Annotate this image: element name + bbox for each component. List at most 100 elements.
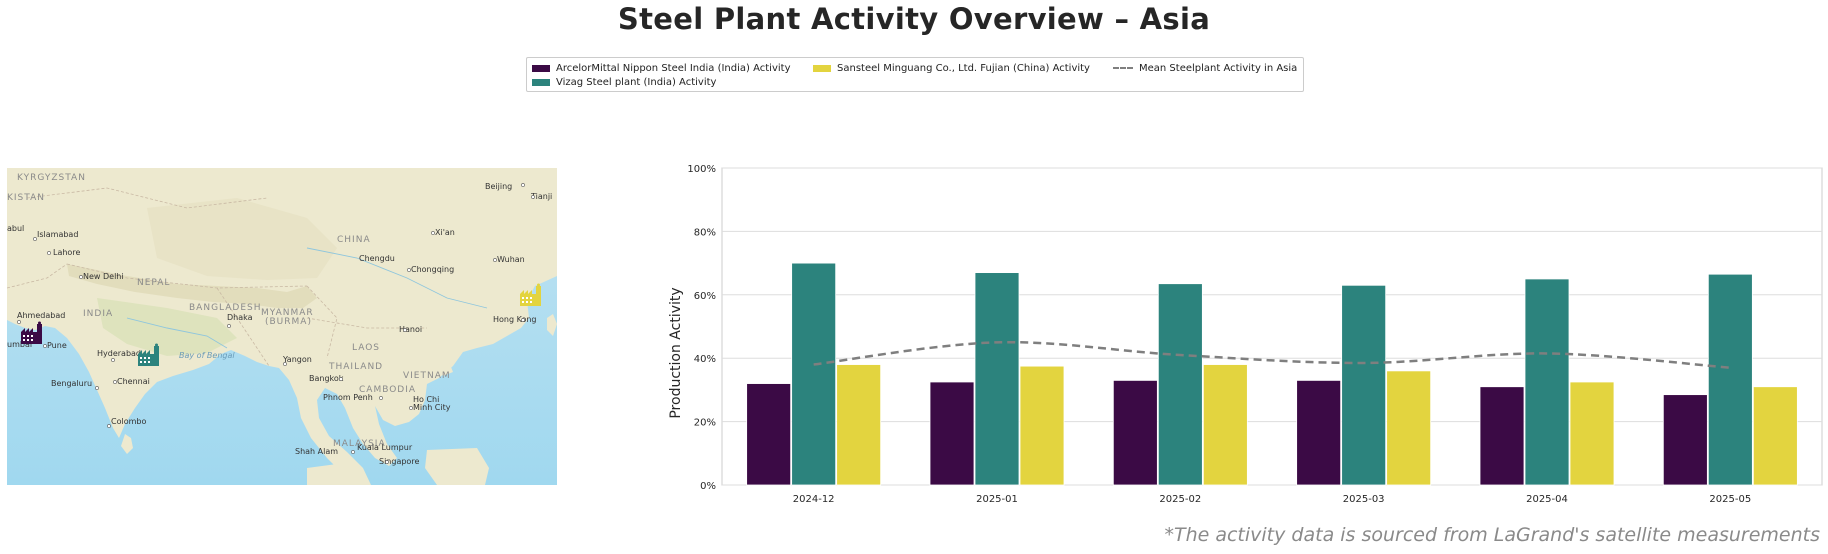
y-tick-label: 20%: [694, 418, 716, 429]
sansteel-marker: [520, 283, 541, 306]
x-tick-label: 2025-01: [976, 494, 1018, 505]
bar: [1569, 381, 1615, 486]
bar: [1752, 386, 1798, 486]
map-label-abul: abul: [7, 224, 24, 233]
y-tick-label: 100%: [687, 164, 716, 175]
map-label-new-delhi: New Delhi: [83, 272, 124, 281]
map-label-umbai: umbai: [7, 340, 32, 349]
map-label-chengdu: Chengdu: [359, 254, 395, 263]
map-label-hyderabad: Hyderabad: [97, 349, 141, 358]
map-label-shah-alam: Shah Alam: [295, 447, 338, 456]
map-label-ahmedabad: Ahmedabad: [17, 311, 65, 320]
chart-legend: ArcelorMittal Nippon Steel India (India)…: [526, 57, 1304, 92]
y-tick-label: 80%: [694, 227, 716, 238]
legend-item-sansteel: Sansteel Minguang Co., Ltd. Fujian (Chin…: [813, 61, 1090, 75]
map-label-dhaka: Dhaka: [227, 313, 253, 322]
bar: [1157, 283, 1203, 486]
factory-icon: [21, 321, 42, 344]
map-label-chennai: Chennai: [117, 377, 150, 386]
arcelormittal-marker: [21, 321, 42, 344]
factory-icon: [520, 283, 541, 306]
map-label-yangon: Yangon: [282, 355, 312, 364]
bar: [1386, 370, 1432, 486]
plot-frame: [721, 167, 1823, 486]
map-label-kistan: KISTAN: [7, 193, 45, 203]
map-label-minh-city: Minh City: [413, 403, 451, 412]
map-label-colombo: Colombo: [111, 417, 146, 426]
map-label-bangladesh: BANGLADESH: [189, 303, 262, 313]
map-label-myanmar: MYANMAR: [261, 308, 314, 318]
legend-swatch-vizag: [532, 78, 550, 86]
legend-label-mean: Mean Steelplant Activity in Asia: [1139, 62, 1298, 74]
legend-item-vizag: Vizag Steel plant (India) Activity: [532, 75, 716, 89]
legend-label-vizag: Vizag Steel plant (India) Activity: [556, 76, 717, 88]
map-label-nepal: NEPAL: [137, 278, 170, 288]
map-label-bengaluru: Bengaluru: [51, 379, 92, 388]
map-label-beijing: Beijing: [485, 182, 512, 191]
map-label-china: CHINA: [337, 235, 371, 245]
map-label-pune: Pune: [47, 341, 67, 350]
map-label-hong-kong: Hong Kong: [493, 315, 537, 324]
map-green-plains: [97, 298, 237, 356]
map-label-chongqing: Chongqing: [411, 265, 454, 274]
x-tick-label: 2025-04: [1526, 494, 1568, 505]
x-tick-label: 2025-02: [1159, 494, 1201, 505]
data-source-footnote: *The activity data is sourced from LaGra…: [1164, 524, 1820, 546]
bar: [1019, 365, 1065, 486]
legend-label-arcelormittal: ArcelorMittal Nippon Steel India (India)…: [556, 62, 791, 74]
y-tick-label: 40%: [694, 354, 716, 365]
factory-icon: [138, 343, 159, 366]
map-label-singapore: Singapore: [379, 457, 419, 466]
chart-svg: 0% 20% 40% 60% 80% 100% 2024-12 2025-01 2025-02 2…: [668, 164, 1823, 505]
bar: [929, 381, 975, 486]
axis-layer: 0% 20% 40% 60% 80% 100% 2024-12 2025-01 2025-02 2…: [687, 164, 1751, 505]
line-layer: [813, 340, 1731, 369]
bar: [1341, 284, 1387, 486]
map-label-kuala-lumpur: Kuala Lumpur: [357, 443, 413, 452]
bar: [1296, 379, 1342, 486]
legend-swatch-sansteel: [813, 64, 831, 72]
asia-map: KYRGYZSTAN KISTAN abul Islamabad Lahore …: [7, 168, 557, 485]
bars-layer: [746, 262, 1798, 486]
map-label-bay-of-bengal: Bay of Bengal: [179, 351, 235, 360]
x-tick-label: 2025-05: [1709, 494, 1751, 505]
legend-swatch-arcelormittal: [532, 64, 550, 72]
map-label-burma: (BURMA): [265, 317, 312, 327]
bar: [746, 383, 792, 486]
map-label-india: INDIA: [83, 309, 113, 319]
map-tibet-plateau: [147, 198, 337, 280]
grid-layer: [721, 167, 1823, 486]
map-borneo: [425, 448, 489, 485]
x-tick-label: 2024-12: [793, 494, 835, 505]
map-hainan: [437, 362, 453, 376]
bar: [836, 364, 882, 486]
page-title: Steel Plant Activity Overview – Asia: [617, 2, 1211, 36]
map-city-dots: [17, 183, 535, 464]
map-label-laos: LAOS: [352, 343, 380, 353]
bar: [1662, 394, 1708, 486]
map-label-xian: Xi'an: [435, 228, 455, 237]
vizag-marker: [138, 343, 159, 366]
map-label-tianjin: Tianji: [530, 192, 552, 201]
map-label-islamabad: Islamabad: [37, 230, 78, 239]
production-activity-chart: 0% 20% 40% 60% 80% 100% 2024-12 2025-01 2025-02 2…: [640, 160, 1828, 519]
map-label-bangkok: Bangkok: [309, 374, 344, 383]
map-label-cambodia: CAMBODIA: [359, 385, 416, 395]
map-borders: [7, 187, 427, 367]
bar: [1479, 386, 1525, 486]
bar: [1202, 364, 1248, 486]
map-sri-lanka: [121, 434, 133, 454]
map-rivers: [126, 247, 488, 349]
map-label-kyrgyzstan: KYRGYZSTAN: [17, 173, 86, 183]
map-label-hanoi: Hanoi: [399, 325, 422, 334]
map-label-ho-chi: Ho Chi: [413, 395, 439, 404]
bar: [1707, 273, 1753, 486]
legend-label-sansteel: Sansteel Minguang Co., Ltd. Fujian (Chin…: [837, 62, 1090, 74]
legend-dash-mean: [1113, 67, 1133, 69]
y-tick-label: 60%: [694, 291, 716, 302]
map-himalaya-ridge: [67, 264, 317, 308]
y-tick-label: 0%: [700, 481, 716, 492]
map-label-malaysia: MALAYSIA: [333, 439, 386, 449]
y-axis-label: Production Activity: [668, 287, 684, 418]
legend-item-arcelormittal: ArcelorMittal Nippon Steel India (India)…: [532, 61, 790, 75]
